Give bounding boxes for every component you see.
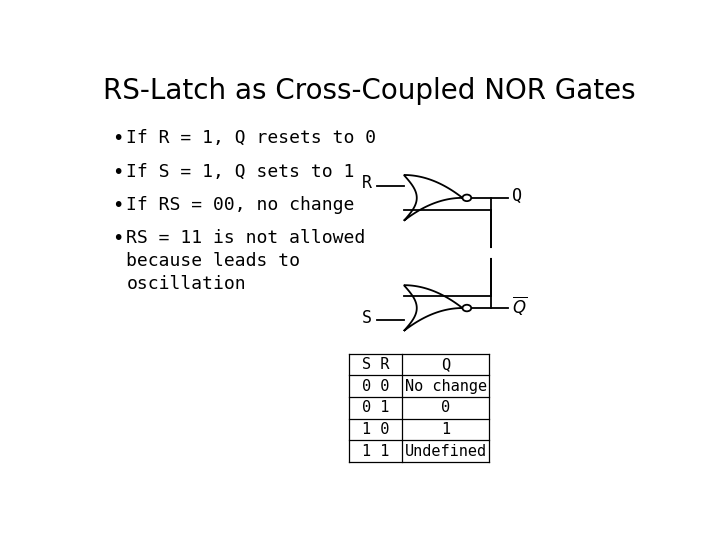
Text: Undefined: Undefined xyxy=(405,443,487,458)
Text: 1: 1 xyxy=(441,422,450,437)
Text: 1 0: 1 0 xyxy=(362,422,390,437)
Text: RS = 11 is not allowed
because leads to
oscillation: RS = 11 is not allowed because leads to … xyxy=(126,229,366,293)
Text: 0: 0 xyxy=(441,400,450,415)
Text: S R: S R xyxy=(362,357,390,372)
Text: No change: No change xyxy=(405,379,487,394)
Text: RS-Latch as Cross-Coupled NOR Gates: RS-Latch as Cross-Coupled NOR Gates xyxy=(103,77,635,105)
Text: S: S xyxy=(361,309,372,327)
Text: If S = 1, Q sets to 1: If S = 1, Q sets to 1 xyxy=(126,163,355,180)
Text: •: • xyxy=(112,163,124,181)
Text: Q: Q xyxy=(441,357,450,372)
Circle shape xyxy=(462,305,472,312)
Text: 0 1: 0 1 xyxy=(362,400,390,415)
Text: 1 1: 1 1 xyxy=(362,443,390,458)
Text: $\overline{Q}$: $\overline{Q}$ xyxy=(512,294,527,318)
Text: Q: Q xyxy=(512,187,522,205)
Circle shape xyxy=(462,194,472,201)
Text: •: • xyxy=(112,196,124,215)
Text: 0 0: 0 0 xyxy=(362,379,390,394)
Text: •: • xyxy=(112,229,124,248)
Text: If RS = 00, no change: If RS = 00, no change xyxy=(126,196,355,214)
Text: •: • xyxy=(112,129,124,149)
Text: R: R xyxy=(361,174,372,192)
Text: If R = 1, Q resets to 0: If R = 1, Q resets to 0 xyxy=(126,129,377,147)
